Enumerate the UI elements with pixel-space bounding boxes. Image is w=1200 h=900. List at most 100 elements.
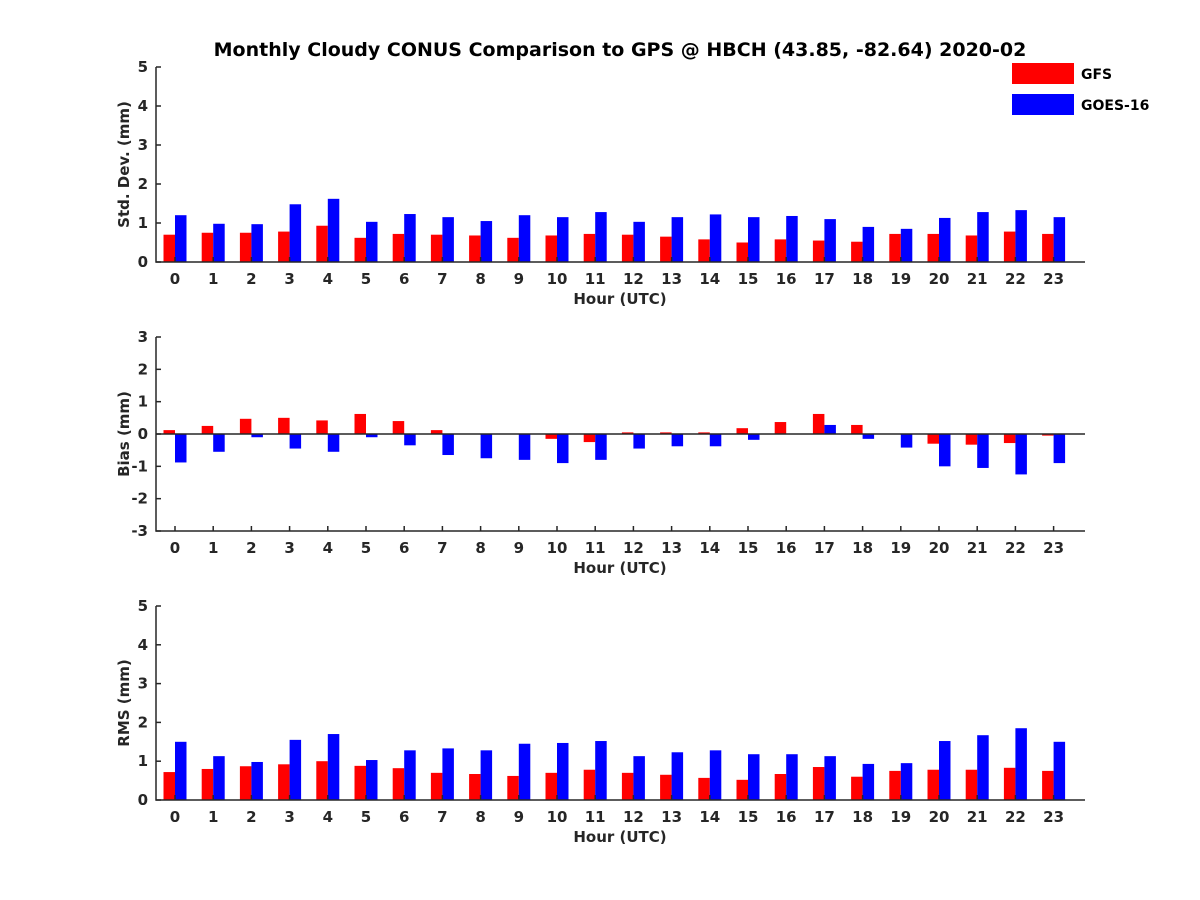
goes16-bar-hour-10 xyxy=(557,434,569,464)
x-axis-label: Hour (UTC) xyxy=(573,290,666,308)
goes16-bar-hour-21 xyxy=(977,434,989,468)
gfs-bar-hour-12 xyxy=(621,772,634,800)
goes16-bar-hour-8 xyxy=(480,434,493,459)
gfs-bar-hour-14 xyxy=(698,239,710,262)
goes16-bar-hour-2 xyxy=(251,434,263,438)
figure-title: Monthly Cloudy CONUS Comparison to GPS @… xyxy=(214,39,1027,61)
goes16-bar-hour-22 xyxy=(1015,210,1027,262)
gfs-bar-hour-1 xyxy=(201,768,214,800)
gfs-bar-hour-22 xyxy=(1003,231,1016,262)
y-tick-label: 3 xyxy=(138,675,148,693)
x-tick-label: 16 xyxy=(776,808,797,826)
x-tick-label: 19 xyxy=(890,270,911,288)
goes16-bar-hour-23 xyxy=(1053,217,1066,262)
x-tick-label: 15 xyxy=(738,808,759,826)
x-tick-label: 0 xyxy=(170,270,180,288)
gfs-bar-hour-23 xyxy=(1042,770,1054,800)
x-tick-label: 9 xyxy=(514,539,524,557)
x-tick-label: 13 xyxy=(661,270,682,288)
goes16-bar-hour-14 xyxy=(709,214,722,262)
x-tick-label: 12 xyxy=(623,539,644,557)
goes16-bar-hour-11 xyxy=(595,434,607,460)
y-axis-label: Std. Dev. (mm) xyxy=(115,101,133,228)
goes16-bar-hour-17 xyxy=(824,219,836,262)
gfs-bar-hour-6 xyxy=(392,421,405,434)
x-tick-label: 4 xyxy=(323,808,333,826)
x-tick-label: 19 xyxy=(890,539,911,557)
x-tick-label: 10 xyxy=(547,808,568,826)
x-tick-label: 15 xyxy=(738,270,759,288)
gfs-bar-hour-1 xyxy=(201,232,214,262)
x-tick-label: 8 xyxy=(475,539,485,557)
goes16-bar-hour-2 xyxy=(251,761,263,800)
gfs-bar-hour-12 xyxy=(621,432,634,434)
goes16-bar-hour-23 xyxy=(1053,741,1066,800)
legend-label: GFS xyxy=(1081,67,1112,83)
goes16-bar-hour-0 xyxy=(175,741,187,800)
legend-label: GOES-16 xyxy=(1081,98,1149,114)
gfs-bar-hour-22 xyxy=(1003,434,1016,444)
x-tick-label: 6 xyxy=(399,270,409,288)
gfs-bar-hour-6 xyxy=(392,233,405,262)
goes16-bar-hour-3 xyxy=(289,739,302,800)
gfs-bar-hour-16 xyxy=(774,239,787,262)
x-tick-label: 22 xyxy=(1005,270,1026,288)
x-tick-label: 23 xyxy=(1043,808,1064,826)
gfs-bar-hour-9 xyxy=(507,775,519,800)
x-tick-label: 8 xyxy=(475,808,485,826)
goes16-bar-hour-5 xyxy=(366,221,378,262)
x-tick-label: 21 xyxy=(967,539,988,557)
x-tick-label: 4 xyxy=(323,270,333,288)
gfs-bar-hour-20 xyxy=(927,434,939,444)
x-tick-label: 5 xyxy=(361,539,371,557)
goes16-bar-hour-2 xyxy=(251,224,263,262)
x-tick-label: 10 xyxy=(547,539,568,557)
goes16-bar-hour-22 xyxy=(1015,434,1027,475)
gfs-bar-hour-6 xyxy=(392,768,405,800)
gfs-bar-hour-2 xyxy=(239,766,252,800)
axes xyxy=(155,337,1085,532)
gfs-bar-hour-20 xyxy=(927,769,939,800)
y-tick-label: 3 xyxy=(138,328,148,346)
goes16-bar-hour-6 xyxy=(404,214,416,262)
y-tick-label: 2 xyxy=(138,360,148,378)
gfs-bar-hour-3 xyxy=(278,231,290,262)
x-tick-label: 20 xyxy=(929,539,950,557)
legend-swatch-goes16 xyxy=(1012,94,1074,115)
gfs-bar-hour-0 xyxy=(163,234,175,262)
x-tick-label: 17 xyxy=(814,270,835,288)
y-axis-label: Bias (mm) xyxy=(115,391,133,477)
goes16-bar-hour-13 xyxy=(671,752,684,800)
x-tick-label: 2 xyxy=(246,539,256,557)
y-tick-label: 4 xyxy=(138,636,148,654)
x-tick-label: 14 xyxy=(699,808,720,826)
gfs-bar-hour-9 xyxy=(507,237,519,262)
y-tick-label: -2 xyxy=(131,490,148,508)
x-tick-label: 10 xyxy=(547,270,568,288)
x-tick-label: 7 xyxy=(437,808,447,826)
gfs-bar-hour-10 xyxy=(545,772,557,800)
x-tick-label: 15 xyxy=(738,539,759,557)
goes16-bar-hour-13 xyxy=(671,217,684,262)
goes16-bar-hour-8 xyxy=(480,750,493,800)
y-tick-label: -3 xyxy=(131,522,148,540)
y-tick-label: 5 xyxy=(138,58,148,76)
x-tick-label: 17 xyxy=(814,808,835,826)
goes16-bar-hour-21 xyxy=(977,212,989,262)
gfs-bar-hour-7 xyxy=(430,772,443,800)
gfs-bar-hour-4 xyxy=(316,761,328,800)
goes16-bar-hour-13 xyxy=(671,434,684,447)
goes16-bar-hour-19 xyxy=(900,434,913,448)
gfs-bar-hour-16 xyxy=(774,774,787,800)
goes16-bar-hour-5 xyxy=(366,434,378,438)
gfs-bar-hour-5 xyxy=(354,765,366,800)
gfs-bar-hour-15 xyxy=(736,779,748,800)
gfs-bar-hour-21 xyxy=(965,434,978,445)
gfs-bar-hour-5 xyxy=(354,413,366,434)
x-tick-label: 12 xyxy=(623,808,644,826)
gfs-bar-hour-23 xyxy=(1042,434,1054,436)
x-tick-label: 3 xyxy=(284,808,294,826)
gfs-bar-hour-22 xyxy=(1003,767,1016,800)
